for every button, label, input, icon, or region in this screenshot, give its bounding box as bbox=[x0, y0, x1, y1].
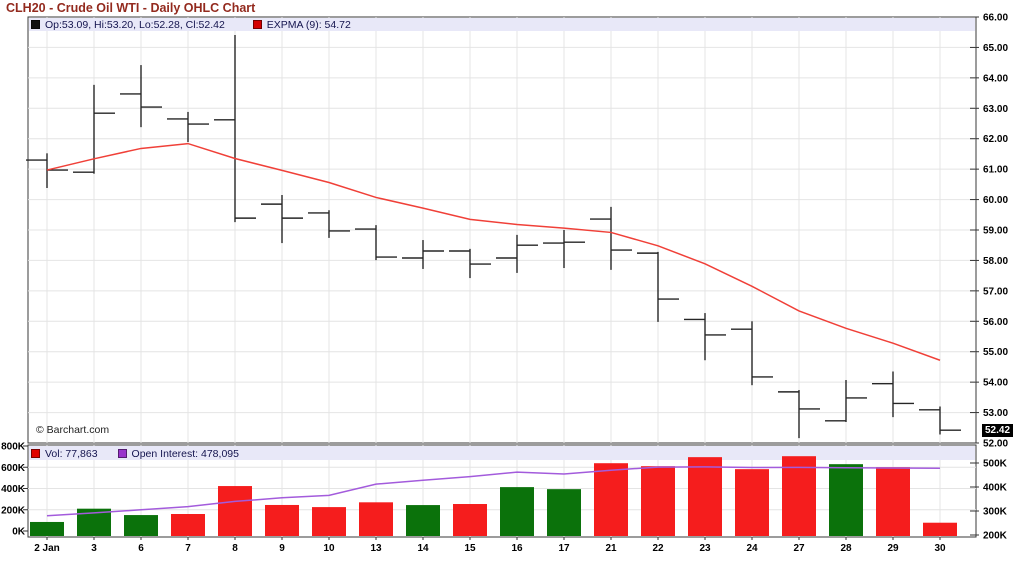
volume-value-label: Vol: 77,863 bbox=[45, 447, 98, 460]
volume-bar bbox=[876, 467, 910, 536]
x-axis-date-label: 2 Jan bbox=[34, 543, 60, 554]
oi-axis-label: 500K bbox=[983, 459, 1008, 470]
volume-axis-label: 400K bbox=[1, 484, 26, 495]
y-axis-label: 62.00 bbox=[983, 134, 1008, 145]
x-axis-date-label: 15 bbox=[464, 543, 476, 554]
x-axis-date-label: 8 bbox=[232, 543, 238, 554]
x-axis-date-label: 10 bbox=[323, 543, 335, 554]
oi-axis-label: 200K bbox=[983, 531, 1008, 542]
oi-axis-label: 400K bbox=[983, 483, 1008, 494]
y-axis-label: 54.00 bbox=[983, 378, 1008, 389]
volume-legend: Vol: 77,863 Open Interest: 478,095 bbox=[31, 447, 239, 460]
volume-bar bbox=[923, 522, 957, 536]
ohlc-values-label: Op:53.09, Hi:53.20, Lo:52.28, Cl:52.42 bbox=[45, 18, 225, 31]
volume-axis-label: 0K bbox=[12, 527, 26, 538]
open-interest-line bbox=[46, 466, 941, 517]
x-axis-date-label: 6 bbox=[138, 543, 144, 554]
x-axis-date-label: 23 bbox=[699, 543, 711, 554]
y-axis-label: 55.00 bbox=[983, 347, 1008, 358]
x-axis-date-label: 7 bbox=[185, 543, 191, 554]
last-price-tag: 52.42 bbox=[982, 424, 1014, 437]
x-axis-date-label: 21 bbox=[605, 543, 617, 554]
watermark: © Barchart.com bbox=[36, 424, 110, 436]
volume-axis-label: 800K bbox=[1, 442, 26, 453]
y-axis-label: 66.00 bbox=[983, 13, 1008, 24]
volume-bar bbox=[641, 466, 675, 536]
x-axis-date-label: 9 bbox=[279, 543, 285, 554]
open-interest-swatch-icon bbox=[117, 449, 127, 458]
volume-legend-strip bbox=[29, 446, 975, 460]
x-axis-date-label: 3 bbox=[91, 543, 97, 554]
x-axis-date-label: 30 bbox=[934, 543, 946, 554]
volume-bar bbox=[218, 486, 252, 536]
volume-bar bbox=[735, 469, 769, 536]
x-axis-date-label: 27 bbox=[793, 543, 805, 554]
y-axis-label: 58.00 bbox=[983, 256, 1008, 267]
y-axis-label: 65.00 bbox=[983, 43, 1008, 54]
volume-swatch-icon bbox=[31, 449, 40, 458]
volume-bar bbox=[594, 463, 628, 536]
volume-bar bbox=[406, 505, 440, 536]
volume-bar bbox=[782, 456, 816, 536]
x-axis-date-label: 22 bbox=[652, 543, 664, 554]
volume-bar bbox=[312, 507, 346, 536]
volume-bar bbox=[453, 504, 487, 536]
x-axis-date-label: 24 bbox=[746, 543, 758, 554]
volume-bar bbox=[829, 464, 863, 536]
y-axis-label: 59.00 bbox=[983, 226, 1008, 237]
y-axis-label: 52.00 bbox=[983, 439, 1008, 450]
chart-title: CLH20 - Crude Oil WTI - Daily OHLC Chart bbox=[6, 1, 256, 15]
x-axis-date-label: 17 bbox=[558, 543, 570, 554]
x-axis-date-label: 16 bbox=[511, 543, 523, 554]
volume-bar bbox=[500, 487, 534, 536]
open-interest-value-label: Open Interest: 478,095 bbox=[131, 447, 239, 460]
expma-value-label: EXPMA (9): 54.72 bbox=[266, 18, 351, 31]
y-axis-label: 64.00 bbox=[983, 73, 1008, 84]
expma-swatch-icon bbox=[252, 20, 262, 29]
volume-axis-label: 200K bbox=[1, 505, 26, 516]
volume-axis-label: 600K bbox=[1, 463, 26, 474]
y-axis-label: 63.00 bbox=[983, 104, 1008, 115]
x-axis-date-label: 28 bbox=[840, 543, 852, 554]
price-legend: Op:53.09, Hi:53.20, Lo:52.28, Cl:52.42 E… bbox=[31, 18, 351, 31]
expma-line bbox=[46, 142, 941, 361]
ohlc-swatch-icon bbox=[31, 20, 40, 29]
y-axis-label: 53.00 bbox=[983, 408, 1008, 419]
volume-bar bbox=[30, 521, 64, 536]
y-axis-label: 61.00 bbox=[983, 165, 1008, 176]
x-axis-date-label: 13 bbox=[370, 543, 382, 554]
y-axis-label: 60.00 bbox=[983, 195, 1008, 206]
volume-bar bbox=[124, 515, 158, 536]
x-axis-date-label: 29 bbox=[887, 543, 899, 554]
y-axis-label: 56.00 bbox=[983, 317, 1008, 328]
volume-bar bbox=[359, 502, 393, 536]
volume-bar bbox=[265, 504, 299, 536]
oi-axis-label: 300K bbox=[983, 507, 1008, 518]
volume-bar bbox=[688, 457, 722, 536]
price-legend-strip bbox=[29, 18, 975, 31]
volume-bar bbox=[171, 514, 205, 536]
x-axis-date-label: 14 bbox=[417, 543, 429, 554]
volume-bar bbox=[547, 489, 581, 536]
y-axis-label: 57.00 bbox=[983, 286, 1008, 297]
